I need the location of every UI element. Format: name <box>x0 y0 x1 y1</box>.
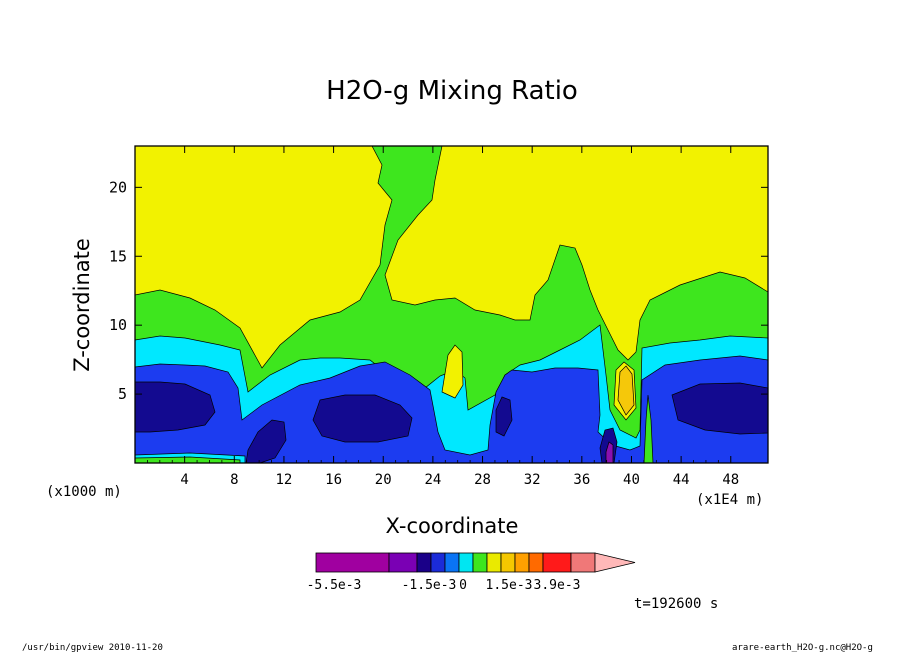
region-darkblue-mid <box>312 394 413 443</box>
colorbar-label-4: 3.9e-3 <box>534 578 581 593</box>
x-ticks: 4 8 12 16 20 24 28 32 36 40 44 48 <box>147 146 739 488</box>
plot-frame <box>134 145 769 464</box>
x-tick-label: 24 <box>424 472 441 488</box>
x-unit-right: (x1E4 m) <box>696 492 764 508</box>
colorbar-label-1: -1.5e-3 <box>402 578 457 593</box>
colorbar-swatch-12 <box>570 552 596 573</box>
colorbar: -5.5e-3 -1.5e-3 0 1.5e-3 3.9e-3 <box>307 552 636 593</box>
colorbar-label-3: 1.5e-3 <box>486 578 533 593</box>
colorbar-swatch-9 <box>514 552 530 573</box>
region-darkblue-small <box>495 396 513 437</box>
region-darkblue-right <box>671 382 768 435</box>
colorbar-swatch-11 <box>542 552 572 573</box>
colorbar-swatch-0 <box>315 552 390 573</box>
y-tick-label: 10 <box>109 316 127 334</box>
x-tick-label: 28 <box>474 472 491 488</box>
time-label: t=192600 s <box>634 596 719 612</box>
x-tick-label: 40 <box>623 472 640 488</box>
x-tick-label: 8 <box>230 472 238 488</box>
colorbar-label-2: 0 <box>459 578 467 593</box>
y-ticks: 5 10 15 20 <box>109 178 768 403</box>
region-purple-spot <box>605 441 614 463</box>
colorbar-swatch-10 <box>528 552 544 573</box>
x-tick-label: 36 <box>573 472 590 488</box>
colorbar-swatch-5 <box>458 552 474 573</box>
colorbar-swatch-2 <box>416 552 432 573</box>
contour-field <box>135 146 768 463</box>
x-unit-left: (x1000 m) <box>46 484 122 500</box>
footer-right: arare-earth_H2O-g.nc@H2O-g <box>732 643 873 653</box>
region-bottom-green <box>135 456 241 463</box>
chart-title: H2O-g Mixing Ratio <box>326 76 578 106</box>
x-tick-label: 48 <box>722 472 739 488</box>
region-orange-pocket <box>617 365 635 416</box>
region-yellow-pocket-1 <box>441 344 464 399</box>
x-tick-label: 44 <box>673 472 690 488</box>
colorbar-swatch-7 <box>486 552 502 573</box>
region-blue <box>135 355 768 463</box>
colorbar-extend-arrow <box>594 552 636 573</box>
x-tick-label: 20 <box>375 472 392 488</box>
x-tick-label: 12 <box>276 472 293 488</box>
colorbar-swatch-3 <box>430 552 446 573</box>
colorbar-swatch-1 <box>388 552 418 573</box>
x-tick-label: 4 <box>180 472 188 488</box>
y-tick-label: 20 <box>109 178 127 196</box>
region-spike <box>643 394 654 463</box>
footer-left: /usr/bin/gpview 2010-11-20 <box>22 643 163 653</box>
y-tick-label: 15 <box>109 247 127 265</box>
colorbar-swatch-8 <box>500 552 516 573</box>
x-tick-label: 16 <box>325 472 342 488</box>
x-tick-label: 32 <box>524 472 541 488</box>
colorbar-swatch-4 <box>444 552 460 573</box>
y-tick-label: 5 <box>118 385 127 403</box>
x-axis-label: X-coordinate <box>385 514 519 538</box>
region-darkblue-low <box>245 419 287 463</box>
colorbar-swatch-6 <box>472 552 488 573</box>
region-darkblue-left <box>135 381 216 433</box>
colorbar-label-0: -5.5e-3 <box>307 578 362 593</box>
